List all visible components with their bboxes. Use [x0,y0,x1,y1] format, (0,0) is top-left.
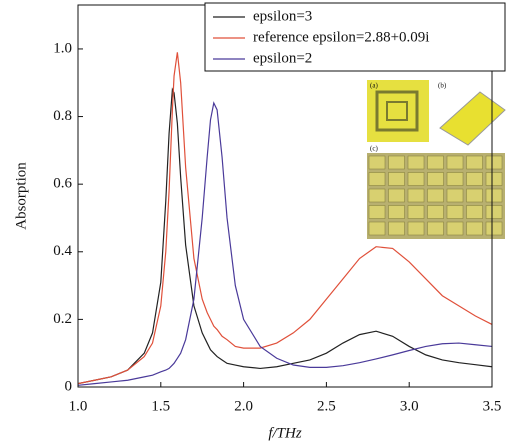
y-tick-label: 0.8 [53,108,72,124]
tile [428,222,444,235]
tile [447,189,463,202]
y-axis-label: Absorption [13,162,29,230]
tile [486,222,502,235]
tile [428,156,444,169]
y-tick-label: 0.2 [53,311,72,327]
chart: (a) (b) (c) f/THz Absorption 0 0.2 0.4 0.6 0… [0,0,511,446]
inset-b [440,92,505,145]
tile [369,189,385,202]
tile [408,222,424,235]
tile [428,173,444,186]
inset-c-tiles [369,156,502,235]
tile [389,222,405,235]
tile [467,206,483,219]
legend-label: epsilon=2 [253,50,312,66]
x-tick-label: 3.0 [400,398,419,414]
inset: (a) (b) (c) [367,80,505,239]
x-tick-label: 2.0 [234,398,253,414]
tile [389,173,405,186]
tile [408,156,424,169]
y-tick-label: 0.6 [53,176,72,192]
y-tick-label: 0.4 [53,243,72,259]
tile [447,206,463,219]
tile [467,222,483,235]
tile [486,156,502,169]
inset-label: (a) [370,82,378,90]
tile [428,189,444,202]
tile [486,189,502,202]
tile [389,156,405,169]
tile [369,206,385,219]
tile [408,189,424,202]
x-tick-label: 1.0 [69,398,88,414]
y-tick-label: 1.0 [53,40,72,56]
x-tick-label: 3.5 [483,398,502,414]
tile [447,156,463,169]
x-tick-label: 2.5 [317,398,336,414]
series-line [78,103,492,385]
y-tick-label: 0 [65,378,73,394]
tile [447,222,463,235]
x-tick-label: 1.5 [151,398,170,414]
legend-label: reference epsilon=2.88+0.09i [253,29,429,45]
tile [486,206,502,219]
inset-label: (b) [438,82,447,90]
tile [389,189,405,202]
tile [408,173,424,186]
inset-label: (c) [370,145,378,153]
x-axis-label: f/THz [268,425,302,441]
tile [467,173,483,186]
tile [428,206,444,219]
tile [467,189,483,202]
tile [467,156,483,169]
tile [369,156,385,169]
legend-label: epsilon=3 [253,8,312,24]
tile [486,173,502,186]
tile [447,173,463,186]
tile [369,222,385,235]
tile [369,173,385,186]
tile [389,206,405,219]
tile [408,206,424,219]
